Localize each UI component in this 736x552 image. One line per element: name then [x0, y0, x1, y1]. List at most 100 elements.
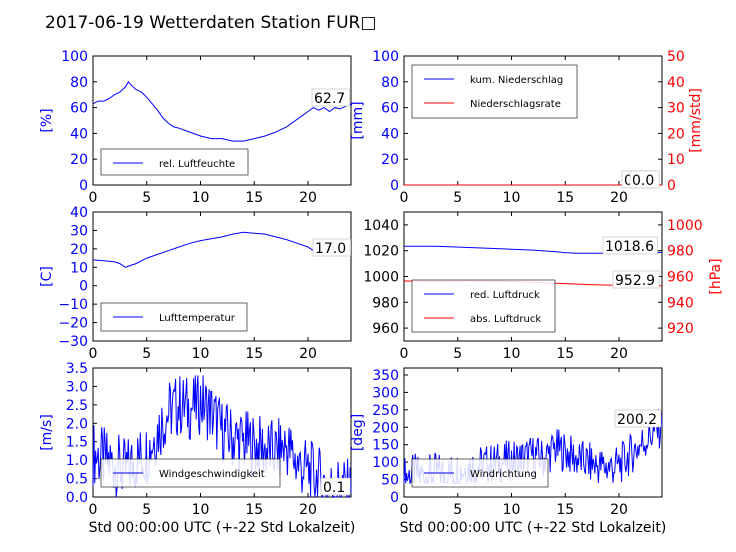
y-tick-label: 1040	[363, 218, 399, 234]
y-tick-label: 250	[372, 403, 399, 419]
x-tick-label: 20	[299, 346, 317, 362]
x-tick-label: 20	[610, 190, 628, 206]
x-tick-label: 0	[400, 190, 409, 206]
y-tick-label: 0.0	[66, 490, 88, 506]
y-tick-label: 60	[70, 101, 88, 117]
y-tick-label: 20	[70, 242, 88, 258]
y-tick-label: 40	[70, 126, 88, 142]
x-tick-label: 20	[610, 346, 628, 362]
legend-box	[411, 64, 578, 119]
x-tick-label: 5	[453, 190, 462, 206]
y-tick-label: 80	[70, 75, 88, 91]
y-tick-label: 3.5	[66, 361, 88, 377]
x-tick-label: 10	[192, 346, 210, 362]
x-tick-label: 5	[453, 346, 462, 362]
x-tick-label: 10	[192, 190, 210, 206]
last-value-box	[629, 170, 660, 189]
y-right-tick-label: 960	[667, 270, 694, 286]
y-right-axis-label: [mm/std]	[688, 88, 704, 153]
x-tick-label: 5	[142, 346, 151, 362]
y-axis-label: [deg]	[350, 414, 366, 451]
y-tick-label: −10	[58, 297, 88, 313]
legend-label: Lufttemperatur	[159, 313, 236, 324]
y-right-tick-label: 0	[667, 178, 676, 194]
x-tick-label: 10	[503, 346, 521, 362]
panel-temperature: 0 5 10 15 20 −30 −20 −10 0 10 20 30 40 [C] Lufttempera…	[39, 205, 352, 362]
y-right-tick-label: 980	[667, 244, 694, 260]
x-tick-label: 20	[299, 502, 317, 518]
x-tick-label: 20	[610, 502, 628, 518]
y-right-axis-label: [hPa]	[708, 258, 724, 294]
y-tick-label: 20	[70, 152, 88, 168]
figure-title: 2017-06-19 Wetterdaten Station FUR□	[45, 13, 376, 33]
y-tick-label: 2.5	[66, 398, 88, 414]
y-tick-label: 960	[372, 321, 399, 337]
y-right-tick-label: 10	[667, 152, 685, 168]
x-tick-label: 10	[503, 502, 521, 518]
last-value-box	[312, 238, 351, 257]
last-value-box	[311, 88, 350, 107]
y-tick-label: 2.0	[66, 416, 88, 432]
y-tick-label: 1000	[363, 270, 399, 286]
y-tick-label: 60	[381, 101, 399, 117]
y-right-tick-label: 20	[667, 126, 685, 142]
y-right-tick-label: 50	[667, 49, 685, 65]
x-tick-label: 0	[400, 502, 409, 518]
y-tick-label: 1.5	[66, 435, 88, 451]
x-tick-label: 15	[245, 346, 263, 362]
y-tick-label: 100	[372, 455, 399, 471]
legend-label: red. Luftdruck	[470, 290, 540, 301]
legend-label: kum. Niederschlag	[470, 75, 563, 86]
y-right-tick-label: 940	[667, 295, 694, 311]
y-tick-label: 0	[79, 178, 88, 194]
x-tick-label: 15	[245, 502, 263, 518]
y-tick-label: −20	[58, 316, 88, 332]
last-value-label: 62.7	[314, 91, 345, 107]
y-tick-label: 80	[381, 75, 399, 91]
x-tick-label: 15	[556, 346, 574, 362]
panel-pressure: 0 5 10 15 20 960 980 1000 1020 1040 920 940 960 980 10…	[363, 211, 724, 362]
x-tick-label: 0	[400, 346, 409, 362]
y-tick-label: 300	[372, 385, 399, 401]
panel-precipitation: 0 5 10 15 20 0 20 40 60 80 100 0 10 20 30 40 50 [mm] [mm/s…	[350, 49, 704, 206]
y-tick-label: 0.5	[66, 472, 88, 488]
y-right-tick-label: 1000	[667, 218, 703, 234]
x-tick-label: 0	[89, 502, 98, 518]
x-tick-label: 15	[245, 190, 263, 206]
y-tick-label: 0	[390, 490, 399, 506]
last-value-label: 1018.6	[605, 239, 654, 255]
x-axis-label: Std 00:00:00 UTC (+-22 Std Lokalzeit)	[400, 520, 667, 536]
y-tick-label: 1020	[363, 244, 399, 260]
y-tick-label: 0	[390, 178, 399, 194]
legend-label: Windgeschwindigkeit	[159, 469, 265, 480]
legend-label: abs. Luftdruck	[470, 314, 541, 325]
x-tick-label: 15	[556, 502, 574, 518]
y-right-tick-label: 30	[667, 101, 685, 117]
y-tick-label: −30	[58, 334, 88, 350]
x-tick-label: 0	[89, 190, 98, 206]
y-tick-label: 40	[70, 205, 88, 221]
x-tick-label: 20	[299, 190, 317, 206]
x-tick-label: 0	[89, 346, 98, 362]
y-tick-label: 0	[79, 279, 88, 295]
y-tick-label: 40	[381, 126, 399, 142]
last-value-label: 0.0	[632, 173, 654, 189]
legend-box	[100, 148, 249, 176]
x-tick-label: 10	[192, 502, 210, 518]
y-axis-label: [mm]	[350, 101, 366, 139]
y-right-tick-label: 40	[667, 75, 685, 91]
x-tick-label: 15	[556, 190, 574, 206]
last-value-box	[602, 236, 658, 255]
y-axis-label: [%]	[39, 108, 55, 132]
x-tick-label: 5	[142, 190, 151, 206]
x-tick-label: 5	[453, 502, 462, 518]
y-tick-label: 30	[70, 223, 88, 239]
last-value-label: 200.2	[617, 412, 657, 428]
legend-label: Windrichtung	[470, 469, 537, 480]
series-line-temperature-0	[92, 231, 352, 268]
x-axis-label: Std 00:00:00 UTC (+-22 Std Lokalzeit)	[89, 520, 356, 536]
x-tick-label: 10	[503, 190, 521, 206]
y-tick-label: 980	[372, 295, 399, 311]
